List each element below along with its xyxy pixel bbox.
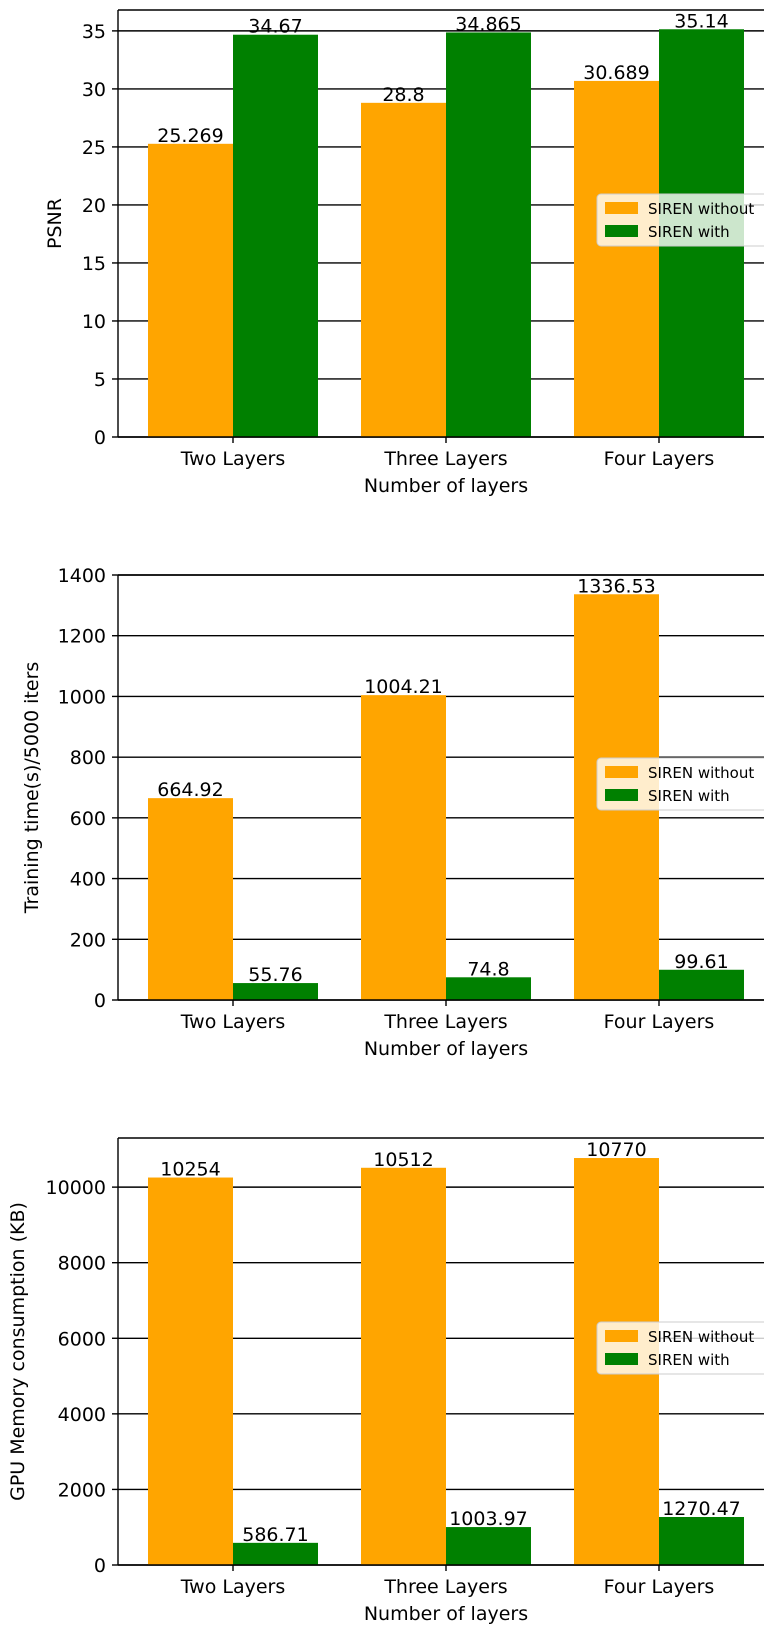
- legend-box: [596, 193, 764, 247]
- x-tick-label: Three Layers: [383, 1011, 507, 1033]
- y-tick-label: 0: [94, 427, 106, 449]
- y-axis-label: GPU Memory consumption (KB): [7, 1202, 29, 1501]
- data-label: 55.76: [248, 964, 302, 986]
- y-tick-label: 0: [94, 990, 106, 1012]
- legend-swatch-siren-with: [605, 789, 638, 801]
- legend-label: SIREN without: [648, 1328, 754, 1346]
- y-tick-label: 25: [82, 137, 106, 159]
- chart-panel-3: 10254 10512 10770 586.71 1003.97 1270.47 0 2000…: [7, 1137, 764, 1625]
- x-axis-label: Number of layers: [364, 475, 528, 497]
- x-tick-label: Two Layers: [180, 448, 286, 470]
- bar-siren-with-1: [446, 32, 531, 438]
- data-label: 34.67: [248, 16, 302, 38]
- bar-siren-with-1: [446, 977, 531, 1000]
- y-tick-label: 1200: [58, 626, 106, 648]
- y-tick-label: 6000: [58, 1328, 106, 1350]
- data-label: 586.71: [242, 1524, 308, 1546]
- data-label: 25.269: [157, 125, 223, 147]
- y-tick-label: 5: [94, 369, 106, 391]
- data-label: 1336.53: [577, 575, 656, 597]
- data-label: 10770: [586, 1139, 646, 1161]
- x-axis-label: Number of layers: [364, 1038, 528, 1060]
- y-tick-label: 1000: [58, 686, 106, 708]
- bar-siren-with-0: [233, 34, 318, 438]
- legend-swatch-siren-with: [605, 225, 638, 237]
- legend-box: [596, 1321, 764, 1375]
- data-label: 28.8: [382, 84, 424, 106]
- y-tick-label: 8000: [58, 1253, 106, 1275]
- legend-label: SIREN without: [648, 200, 754, 218]
- bar-siren-without-0: [148, 1177, 233, 1565]
- bar-siren-with-2: [659, 1516, 744, 1565]
- bar-siren-without-0: [148, 798, 233, 1000]
- x-tick-label: Four Layers: [604, 1011, 715, 1033]
- data-label: 99.61: [674, 951, 728, 973]
- x-tick-label: Four Layers: [604, 1576, 715, 1598]
- bar-siren-with-0: [233, 1542, 318, 1565]
- legend: SIREN without SIREN with: [596, 193, 764, 247]
- chart-panel-2: 664.92 1004.21 1336.53 55.76 74.8 99.61 0 200 40…: [21, 565, 764, 1060]
- legend-swatch-siren-without: [605, 766, 638, 778]
- data-label: 34.865: [455, 13, 521, 35]
- x-tick-label: Two Layers: [180, 1576, 286, 1598]
- legend-label: SIREN without: [648, 764, 754, 782]
- data-label: 1270.47: [662, 1498, 741, 1520]
- bar-siren-without-0: [148, 143, 233, 438]
- y-tick-label: 400: [70, 869, 106, 891]
- chart-panel-1: 25.269 28.8 30.689 34.67 34.865 35.14 0 5 10 15 20…: [44, 9, 764, 497]
- legend: SIREN without SIREN with: [596, 1321, 764, 1375]
- data-label: 74.8: [467, 958, 509, 980]
- x-tick-label: Two Layers: [180, 1011, 286, 1033]
- data-label: 1004.21: [364, 676, 443, 698]
- data-label: 30.689: [583, 62, 649, 84]
- y-tick-label: 20: [82, 195, 106, 217]
- bar-siren-with-1: [446, 1527, 531, 1565]
- legend-label: SIREN with: [648, 787, 730, 805]
- legend: SIREN without SIREN with: [596, 757, 764, 811]
- y-tick-label: 10: [82, 311, 106, 333]
- data-label: 10512: [373, 1149, 433, 1171]
- y-tick-label: 1400: [58, 565, 106, 587]
- bar-siren-without-1: [361, 695, 446, 1000]
- legend-label: SIREN with: [648, 1351, 730, 1369]
- x-tick-label: Three Layers: [383, 1576, 507, 1598]
- y-tick-label: 800: [70, 747, 106, 769]
- x-tick-label: Three Layers: [383, 448, 507, 470]
- data-label: 1003.97: [449, 1508, 528, 1530]
- bar-siren-without-1: [361, 1167, 446, 1565]
- bar-siren-without-1: [361, 102, 446, 438]
- y-axis-label: Training time(s)/5000 iters: [21, 662, 43, 915]
- data-label: 664.92: [157, 779, 223, 801]
- y-tick-label: 15: [82, 253, 106, 275]
- legend-swatch-siren-with: [605, 1353, 638, 1365]
- legend-swatch-siren-without: [605, 202, 638, 214]
- y-tick-label: 200: [70, 929, 106, 951]
- y-tick-label: 2000: [58, 1479, 106, 1501]
- bar-siren-without-2: [574, 80, 659, 437]
- data-label: 35.14: [674, 10, 728, 32]
- y-tick-label: 35: [82, 21, 106, 43]
- bar-siren-with-2: [659, 969, 744, 1000]
- y-axis-label: PSNR: [44, 198, 66, 249]
- y-tick-label: 10000: [46, 1177, 106, 1199]
- legend-swatch-siren-without: [605, 1330, 638, 1342]
- y-tick-label: 30: [82, 79, 106, 101]
- y-tick-label: 4000: [58, 1404, 106, 1426]
- x-tick-label: Four Layers: [604, 448, 715, 470]
- legend-label: SIREN with: [648, 223, 730, 241]
- y-tick-label: 0: [94, 1555, 106, 1577]
- x-axis-label: Number of layers: [364, 1603, 528, 1625]
- legend-box: [596, 757, 764, 811]
- data-label: 10254: [160, 1159, 220, 1181]
- bar-siren-with-0: [233, 983, 318, 1000]
- y-tick-label: 600: [70, 808, 106, 830]
